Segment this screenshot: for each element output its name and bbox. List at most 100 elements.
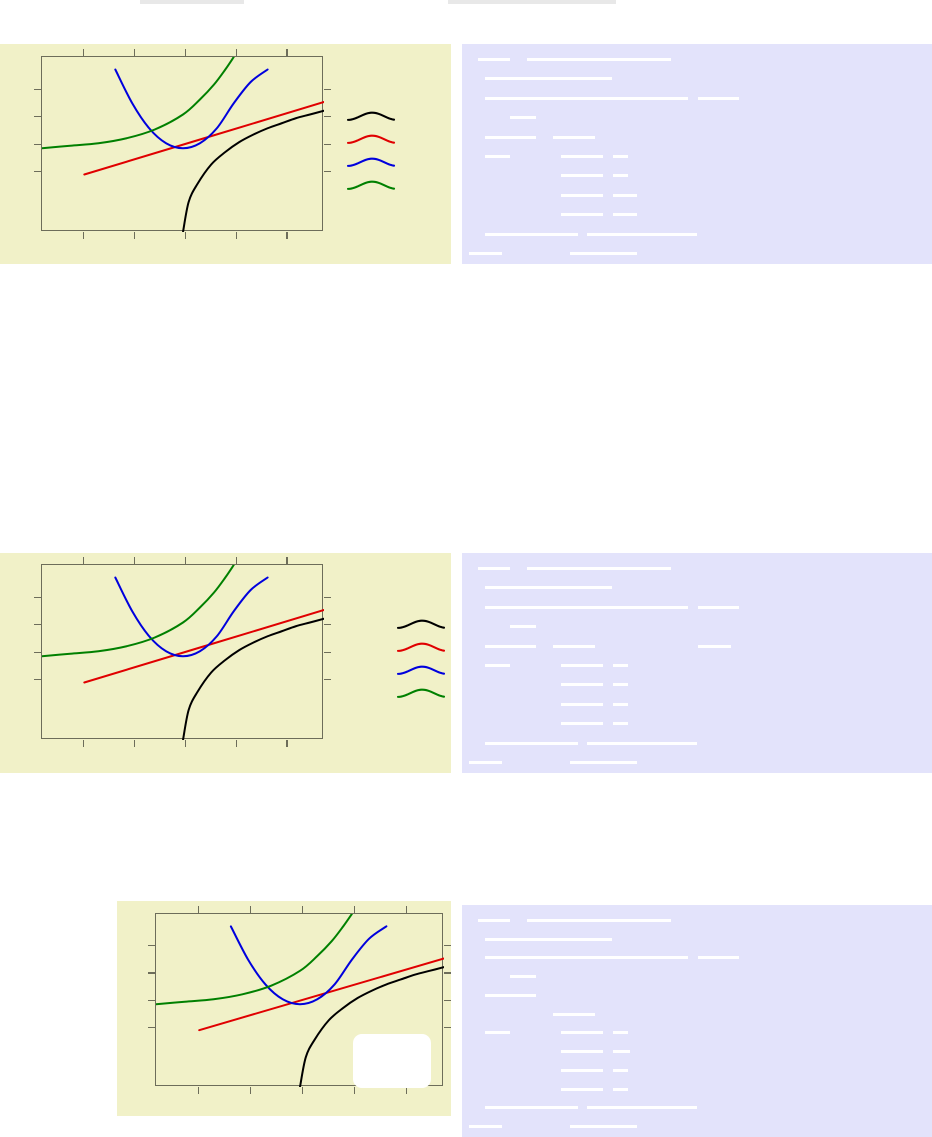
- code-panel-1[interactable]: [462, 44, 932, 264]
- plot-frame-2: [41, 564, 323, 739]
- code-line-redaction: [561, 194, 603, 197]
- code-line-redaction: [478, 919, 510, 922]
- ytick-1: [34, 143, 41, 145]
- legend-sample-log-curve: [346, 111, 396, 121]
- xtick-top-2: [184, 557, 186, 564]
- chart-legend-box-3: [353, 1034, 431, 1088]
- code-line-redaction: [485, 155, 510, 158]
- code-line-redaction: [613, 155, 628, 158]
- series-exponential-curve: [42, 565, 235, 658]
- chart-panel-2: [0, 553, 451, 773]
- code-line-redaction: [485, 956, 688, 959]
- ytick-1: [34, 651, 41, 653]
- legend-sample-log-curve: [396, 619, 446, 629]
- ytick-right-0: [324, 679, 331, 681]
- code-line-redaction: [613, 1088, 628, 1091]
- xtick-top-4: [286, 557, 288, 564]
- xtick-top-0: [83, 49, 85, 56]
- code-line-redaction: [561, 213, 603, 216]
- code-line-redaction: [485, 938, 612, 941]
- series-linear-curve: [83, 101, 324, 176]
- xtick-1: [134, 232, 136, 239]
- ytick-right-1: [324, 143, 331, 145]
- series-log-curve: [182, 109, 324, 232]
- chart-panel-3: [117, 901, 451, 1116]
- code-line-redaction: [587, 742, 697, 745]
- code-line-redaction: [485, 994, 536, 997]
- xtick-top-3: [353, 906, 355, 913]
- ytick-0: [34, 679, 41, 681]
- code-line-redaction: [698, 645, 731, 648]
- series-parabola-curve: [114, 576, 269, 658]
- code-line-redaction: [561, 1050, 603, 1053]
- code-line-redaction: [561, 722, 603, 725]
- code-line-redaction: [485, 742, 578, 745]
- code-line-redaction: [510, 625, 536, 628]
- code-line-redaction: [485, 77, 612, 80]
- ytick-0: [148, 1026, 155, 1028]
- ytick-3: [34, 596, 41, 598]
- xtick-3: [235, 232, 237, 239]
- series-parabola-curve: [229, 925, 388, 1006]
- xtick-top-1: [134, 557, 136, 564]
- ytick-2: [34, 116, 41, 118]
- legend-sample-exponential-curve: [396, 688, 446, 698]
- ytick-2: [148, 972, 155, 974]
- xtick-top-2: [301, 906, 304, 913]
- xtick-top-0: [198, 906, 200, 913]
- code-line-redaction: [613, 1031, 628, 1034]
- code-line-redaction: [561, 155, 603, 158]
- ytick-right-3: [324, 88, 331, 90]
- plot-curves-2: [42, 565, 324, 740]
- series-exponential-curve: [42, 57, 235, 150]
- code-line-redaction: [485, 136, 536, 139]
- xtick-top-3: [235, 49, 237, 56]
- code-panel-3[interactable]: [462, 905, 932, 1137]
- code-line-redaction: [613, 664, 628, 667]
- code-line-redaction: [613, 213, 637, 216]
- xtick-3: [235, 740, 237, 747]
- ytick-right-0: [324, 171, 331, 173]
- code-line-redaction: [469, 1125, 502, 1128]
- series-exponential-curve: [156, 914, 353, 1006]
- chart-legend-1: [346, 105, 398, 197]
- series-log-curve: [182, 617, 324, 740]
- xtick-4: [405, 1087, 407, 1094]
- code-line-redaction: [561, 1088, 603, 1091]
- code-line-redaction: [553, 136, 595, 139]
- code-line-redaction: [485, 1106, 578, 1109]
- code-line-redaction: [485, 1031, 510, 1034]
- code-panel-2[interactable]: [462, 553, 932, 773]
- code-line-redaction: [527, 567, 671, 570]
- series-linear-curve: [198, 957, 444, 1032]
- ytick-0: [34, 171, 41, 173]
- code-line-redaction: [561, 703, 603, 706]
- xtick-0: [83, 232, 85, 239]
- code-line-redaction: [527, 58, 671, 61]
- legend-sample-exponential-curve: [346, 180, 396, 190]
- code-line-redaction: [613, 194, 637, 197]
- ytick-right-1: [324, 651, 331, 653]
- plot-curves-1: [42, 57, 324, 232]
- top-bar-2: [448, 0, 616, 4]
- xtick-top-4: [405, 906, 407, 913]
- code-line-redaction: [587, 233, 697, 236]
- code-line-redaction: [478, 567, 510, 570]
- code-line-redaction: [613, 1050, 630, 1053]
- plot-frame-3: [155, 913, 443, 1086]
- code-line-redaction: [485, 97, 688, 100]
- xtick-3: [353, 1087, 355, 1094]
- xtick-top-0: [83, 557, 85, 564]
- xtick-2: [184, 232, 186, 239]
- ytick-right-2: [324, 624, 331, 626]
- ytick-right-1: [444, 999, 451, 1001]
- top-bar-1: [140, 0, 244, 4]
- code-line-redaction: [613, 174, 628, 177]
- code-line-redaction: [527, 919, 671, 922]
- series-parabola-curve: [114, 68, 269, 150]
- xtick-2: [301, 1087, 304, 1094]
- xtick-top-3: [235, 557, 237, 564]
- ytick-right-3: [444, 945, 451, 947]
- code-line-redaction: [561, 1031, 603, 1034]
- xtick-top-1: [250, 906, 252, 913]
